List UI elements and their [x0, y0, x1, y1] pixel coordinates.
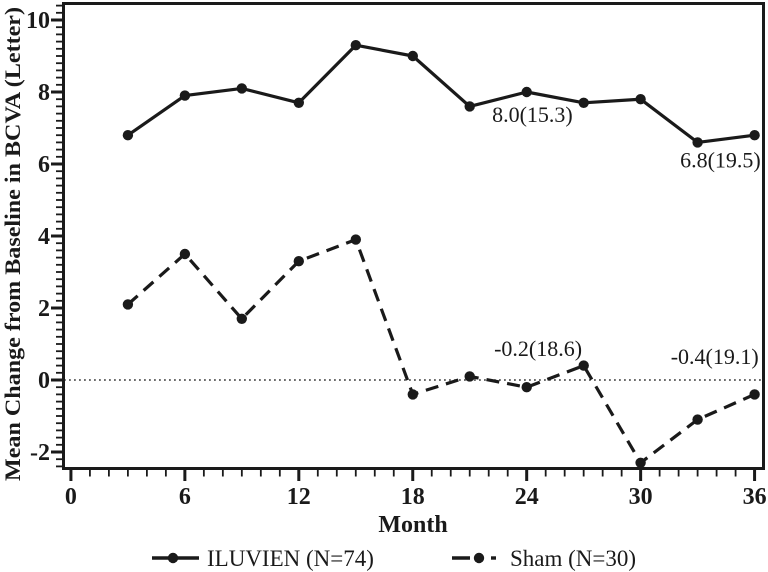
- data-point-iluvien: [122, 130, 134, 141]
- data-point-iluvien: [692, 137, 703, 148]
- data-point-sham: [236, 313, 247, 324]
- data-point-sham: [692, 414, 703, 425]
- x-axis-title: Month: [378, 512, 447, 538]
- annotations: 8.0(15.3) 6.8(19.5) -0.2(18.6) -0.4(19.1): [492, 102, 761, 369]
- x-tick-label: 6: [179, 484, 191, 510]
- data-point-iluvien: [464, 101, 475, 112]
- data-label: 8.0(15.3): [492, 102, 573, 127]
- legend-item-sham: Sham (N=30): [452, 546, 636, 571]
- legend-item-iluvien: ILUVIEN (N=74): [152, 546, 374, 571]
- data-point-sham: [635, 457, 646, 468]
- y-tick-label: -2: [30, 440, 50, 466]
- data-point-sham: [350, 234, 361, 245]
- y-tick-label: 8: [38, 80, 50, 106]
- x-tick-label: 0: [65, 484, 77, 510]
- y-axis-title: Mean Change from Baseline in BCVA (Lette…: [0, 7, 25, 481]
- data-point-sham: [578, 360, 589, 371]
- legend-label-sham: Sham (N=30): [510, 546, 636, 571]
- data-label: -0.4(19.1): [671, 344, 759, 369]
- data-point-sham: [122, 299, 134, 310]
- x-axis-tick-labels: 0 6 12 18 24 30 36: [65, 484, 767, 510]
- data-label: 6.8(19.5): [680, 148, 761, 173]
- data-label: -0.2(18.6): [494, 336, 582, 361]
- data-point-iluvien: [407, 50, 418, 62]
- x-axis: 0 6 12 18 24 30 36: [65, 470, 767, 510]
- data-point-iluvien: [350, 40, 361, 51]
- series-sham: [122, 234, 760, 468]
- data-point-sham: [179, 248, 191, 260]
- x-tick-label: 18: [401, 484, 425, 510]
- y-tick-label: 4: [38, 224, 50, 250]
- x-axis-ticks: [69, 470, 757, 481]
- x-tick-label: 24: [515, 484, 539, 510]
- plot-frame: [62, 2, 765, 470]
- data-point-iluvien: [521, 86, 532, 98]
- x-tick-label: 12: [287, 484, 311, 510]
- data-point-sham: [749, 389, 760, 400]
- y-axis-ticks: [51, 4, 62, 468]
- y-axis: -2 0 2 4 6 8 10: [26, 4, 62, 468]
- data-point-iluvien: [179, 90, 191, 101]
- series-line-iluvien: [126, 43, 755, 144]
- legend-label-iluvien: ILUVIEN (N=74): [207, 546, 374, 571]
- data-point-iluvien: [293, 97, 304, 109]
- data-point-iluvien: [635, 94, 646, 105]
- data-point-iluvien: [236, 83, 247, 94]
- legend: ILUVIEN (N=74) Sham (N=30): [152, 546, 636, 571]
- y-axis-tick-labels: -2 0 2 4 6 8 10: [26, 8, 50, 466]
- series-iluvien: [122, 40, 760, 148]
- legend-circle-marker-icon: [167, 552, 179, 564]
- y-tick-label: 10: [26, 8, 50, 34]
- data-point-sham: [293, 256, 304, 267]
- data-point-sham: [521, 382, 532, 393]
- data-point-sham: [464, 371, 475, 382]
- legend-circle-marker-icon: [473, 552, 485, 564]
- data-point-iluvien: [578, 97, 589, 109]
- data-point-iluvien: [749, 130, 760, 141]
- y-tick-label: 0: [38, 368, 50, 394]
- x-tick-label: 30: [629, 484, 653, 510]
- data-point-sham: [407, 389, 418, 400]
- y-tick-label: 6: [38, 152, 50, 178]
- x-tick-label: 36: [743, 484, 767, 510]
- y-tick-label: 2: [38, 296, 50, 322]
- series-line-sham: [126, 238, 756, 465]
